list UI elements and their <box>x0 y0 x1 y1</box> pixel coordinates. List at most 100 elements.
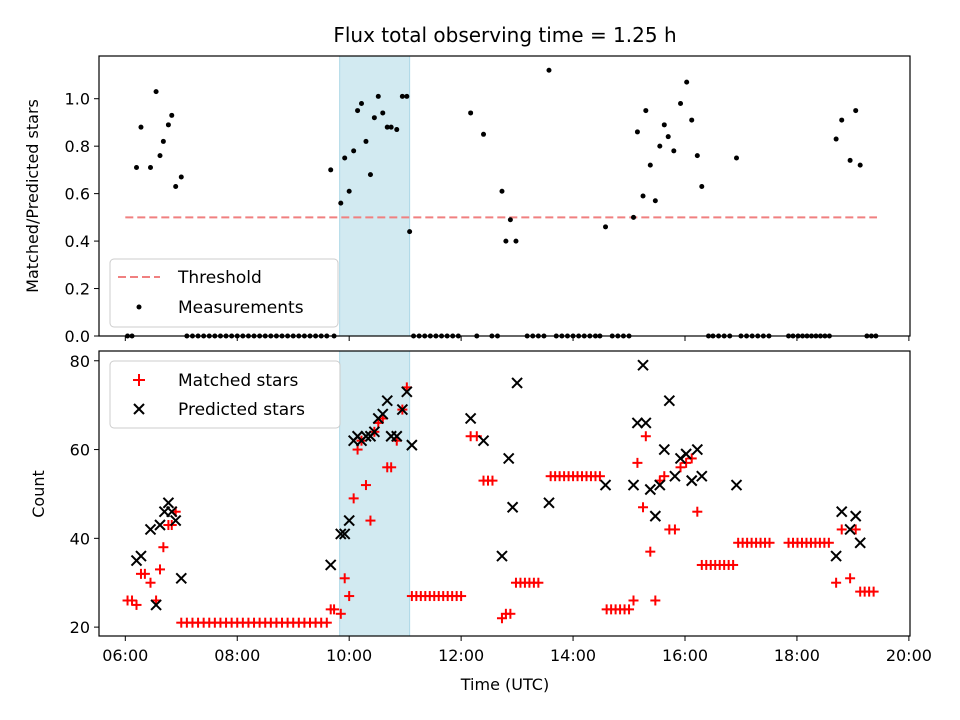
predicted-star-marker <box>844 523 856 536</box>
bottom-observing-span <box>339 350 411 637</box>
measurement-point <box>694 153 700 159</box>
bottom-panel: 20 40 60 80 06:00 08:00 10:00 12:00 14:00 16:00 18… <box>29 350 932 694</box>
measurement-point <box>839 117 845 123</box>
top-legend: Threshold Measurements <box>109 258 339 328</box>
predicted-star-marker <box>325 559 337 571</box>
predicted-star-marker <box>854 537 866 549</box>
measurement-point <box>733 155 739 161</box>
legend-predicted-swatch <box>133 403 145 415</box>
legend-predicted-label: Predicted stars <box>178 400 305 420</box>
measurement-point <box>657 143 663 149</box>
measurement-point <box>371 115 377 121</box>
matched-star-marker <box>348 493 359 504</box>
measurement-point <box>847 157 853 163</box>
predicted-star-marker <box>627 479 640 491</box>
matched-star-marker <box>868 586 879 597</box>
predicted-star-marker <box>396 403 409 416</box>
measurement-point <box>363 138 369 144</box>
matched-star-marker <box>645 546 656 557</box>
predicted-star-marker <box>135 550 147 562</box>
matched-star-marker <box>845 573 856 584</box>
measurement-point <box>468 110 474 116</box>
measurement-point <box>853 108 859 114</box>
predicted-star-marker <box>368 426 381 438</box>
xtick-label: 20:00 <box>886 646 932 665</box>
matched-star-marker <box>145 577 156 588</box>
predicted-star-marker <box>663 395 676 407</box>
measurement-point <box>665 134 671 140</box>
matched-star-marker <box>339 573 350 584</box>
matched-star-marker <box>360 480 371 491</box>
matched-star-marker <box>659 471 670 482</box>
bottom-series-1 <box>130 359 866 611</box>
predicted-star-marker <box>406 439 418 451</box>
predicted-star-marker <box>511 377 523 389</box>
top-ytick-label: 0.2 <box>65 280 90 299</box>
predicted-star-marker <box>175 572 187 584</box>
measurement-point <box>643 108 649 114</box>
predicted-star-marker <box>502 452 515 465</box>
measurement-point <box>147 165 153 171</box>
top-observing-span <box>339 55 411 337</box>
matched-star-marker <box>823 537 834 548</box>
matched-star-marker <box>638 502 649 513</box>
xtick-label: 14:00 <box>550 646 596 665</box>
matched-star-marker <box>675 462 686 473</box>
xtick-label: 06:00 <box>102 646 148 665</box>
predicted-star-marker <box>644 483 657 496</box>
measurement-point <box>678 100 684 106</box>
measurement-point <box>499 188 505 194</box>
bottom-axes-frame <box>98 350 911 637</box>
measurement-point <box>407 229 413 235</box>
matched-star-marker <box>624 604 635 615</box>
matched-star-marker <box>386 462 397 473</box>
matched-star-marker <box>131 599 142 610</box>
measurement-point <box>165 122 171 128</box>
measurement-point <box>346 188 352 194</box>
measurement-point <box>178 174 184 180</box>
matched-star-marker <box>365 515 376 526</box>
predicted-star-marker <box>162 497 175 509</box>
predicted-star-marker <box>637 359 649 371</box>
predicted-star-marker <box>730 479 743 491</box>
matched-star-marker <box>692 506 703 517</box>
predicted-star-marker <box>377 408 389 420</box>
predicted-star-marker <box>654 479 666 491</box>
measurement-point <box>671 148 677 154</box>
legend-matched-label: Matched stars <box>178 371 298 391</box>
matched-star-marker <box>533 577 544 588</box>
top-axes-frame <box>98 55 911 337</box>
bottom-ytick-label: 40 <box>70 529 90 548</box>
measurement-point <box>355 108 361 114</box>
measurement-point <box>647 162 653 168</box>
top-panel: 0.0 0.2 0.4 0.6 0.8 1.0 Matched/Predicted sta… <box>23 55 911 346</box>
measurement-point <box>603 224 609 230</box>
predicted-star-marker <box>640 417 652 429</box>
legend-threshold-label: Threshold <box>177 268 262 288</box>
predicted-star-marker <box>496 550 508 562</box>
predicted-star-marker <box>360 430 372 442</box>
matched-star-marker <box>831 577 842 588</box>
measurement-point <box>133 165 139 171</box>
measurement-point <box>661 122 667 128</box>
xtick-label: 16:00 <box>662 646 708 665</box>
measurement-point <box>380 110 386 116</box>
measurement-point <box>399 93 405 99</box>
measurement-point <box>652 198 658 204</box>
predicted-star-marker <box>830 550 842 562</box>
bottom-ytick-label: 60 <box>70 441 90 460</box>
predicted-star-marker <box>680 448 692 460</box>
predicted-star-marker <box>169 514 182 527</box>
measurement-point <box>631 214 637 220</box>
top-ytick-label: 0.4 <box>65 232 90 251</box>
measurement-point <box>351 148 357 154</box>
predicted-star-marker <box>669 470 681 482</box>
measurement-point <box>169 112 175 118</box>
predicted-star-marker <box>696 470 708 482</box>
matched-star-marker <box>139 568 150 579</box>
x-axis-label: Time (UTC) <box>460 675 549 694</box>
top-ytick-label: 1.0 <box>65 90 90 109</box>
measurement-point <box>634 129 640 135</box>
matched-star-marker <box>155 564 166 575</box>
matched-star-marker <box>594 471 605 482</box>
